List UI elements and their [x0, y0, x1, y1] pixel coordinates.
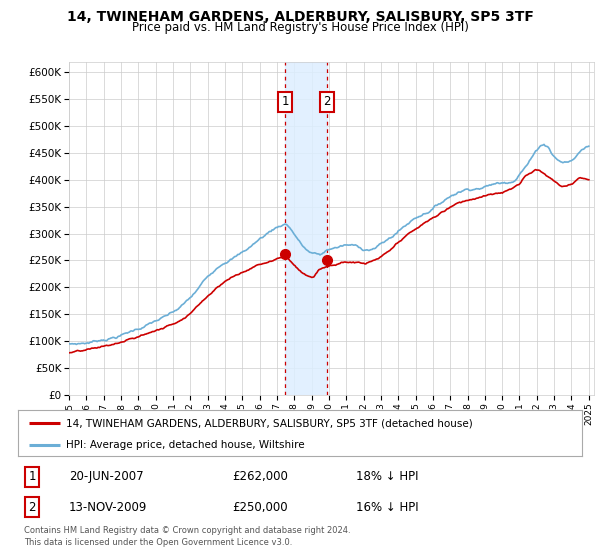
Text: 16% ↓ HPI: 16% ↓ HPI: [356, 501, 419, 514]
Text: 14, TWINEHAM GARDENS, ALDERBURY, SALISBURY, SP5 3TF: 14, TWINEHAM GARDENS, ALDERBURY, SALISBU…: [67, 10, 533, 24]
Text: 14, TWINEHAM GARDENS, ALDERBURY, SALISBURY, SP5 3TF (detached house): 14, TWINEHAM GARDENS, ALDERBURY, SALISBU…: [66, 418, 473, 428]
Text: 1: 1: [28, 470, 36, 483]
Text: 2: 2: [28, 501, 36, 514]
Bar: [285, 62, 326, 395]
Text: Contains HM Land Registry data © Crown copyright and database right 2024.
This d: Contains HM Land Registry data © Crown c…: [24, 526, 350, 547]
Text: 20-JUN-2007: 20-JUN-2007: [69, 470, 143, 483]
Text: 18% ↓ HPI: 18% ↓ HPI: [356, 470, 419, 483]
Text: £262,000: £262,000: [232, 470, 288, 483]
Text: 1: 1: [281, 95, 289, 109]
Text: HPI: Average price, detached house, Wiltshire: HPI: Average price, detached house, Wilt…: [66, 440, 305, 450]
Text: 13-NOV-2009: 13-NOV-2009: [69, 501, 147, 514]
Text: £250,000: £250,000: [232, 501, 288, 514]
Text: Price paid vs. HM Land Registry's House Price Index (HPI): Price paid vs. HM Land Registry's House …: [131, 21, 469, 34]
Text: 2: 2: [323, 95, 331, 109]
